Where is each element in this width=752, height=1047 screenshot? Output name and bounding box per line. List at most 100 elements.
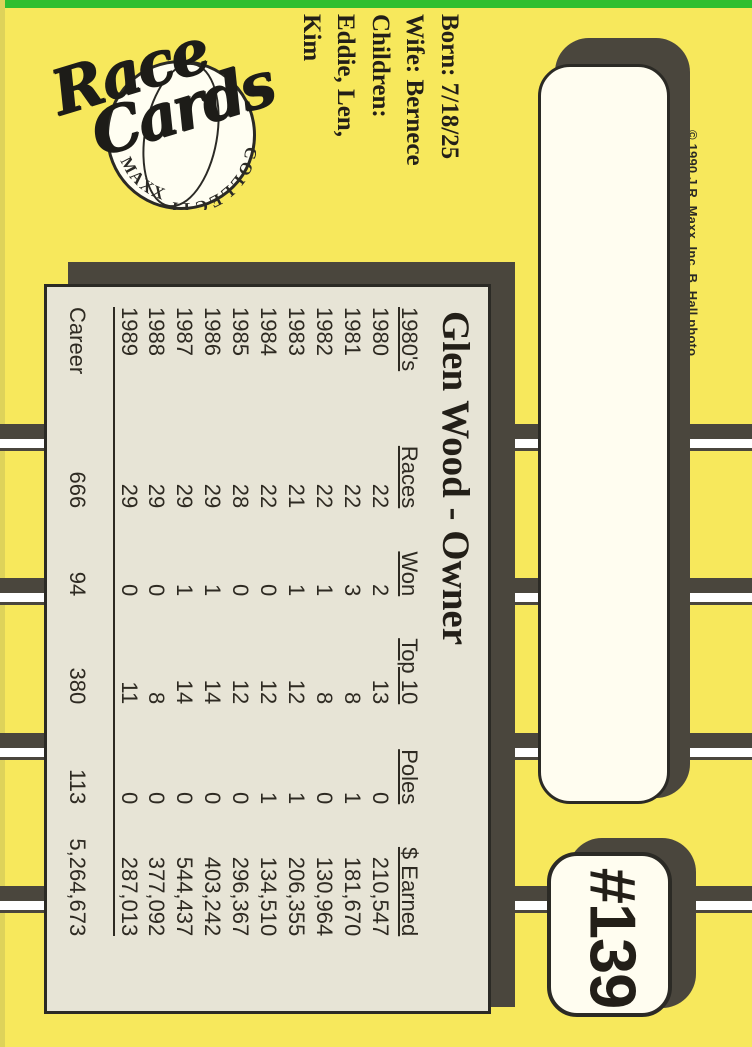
- table-row: 1987 29 1 14 0 544,437: [171, 307, 199, 936]
- cell-races: 22: [256, 483, 282, 509]
- cell-won: 2: [368, 584, 393, 597]
- career-cell-poles: 113: [64, 769, 90, 805]
- cell-poles: 0: [144, 792, 170, 805]
- cell-year: 1981: [340, 307, 366, 356]
- col-header-top10: Top 10: [397, 638, 422, 705]
- cell-earned: 377,092: [144, 856, 170, 937]
- table-row: 1985 28 0 12 0 296,367: [226, 307, 254, 936]
- cell-won: 0: [228, 584, 254, 597]
- cell-earned: 134,510: [256, 856, 282, 937]
- photo-placeholder-box: [538, 64, 670, 804]
- table-row: 1988 29 0 8 0 377,092: [143, 307, 171, 936]
- bio-wife-value: Bernece: [401, 79, 429, 166]
- scanner-edge-top: [0, 0, 752, 8]
- col-header-decade: 1980's: [397, 307, 422, 372]
- logo-arc-text: MAXX COLLECTION: [106, 60, 256, 210]
- cell-won: 1: [284, 584, 310, 597]
- cell-races: 22: [340, 483, 366, 509]
- cell-top10: 13: [368, 679, 393, 705]
- cell-poles: 1: [256, 792, 282, 805]
- cell-poles: 0: [228, 792, 254, 805]
- cell-poles: 1: [284, 792, 310, 805]
- bio-wife: Wife: Bernece: [397, 14, 432, 246]
- table-header-row: 1980's Races Won Top 10 Poles $ Earned: [394, 307, 422, 936]
- bio-born-value: 7/18/25: [436, 82, 463, 160]
- cell-poles: 0: [368, 792, 393, 805]
- cell-races: 22: [368, 483, 393, 509]
- cell-races: 21: [284, 483, 310, 509]
- career-cell-won: 94: [64, 571, 90, 597]
- cell-earned: 210,547: [368, 856, 393, 937]
- race-cards-logo: MAXX COLLECTION Race Cards: [42, 14, 281, 253]
- table-row: 1980 22 2 13 0 210,547: [366, 307, 394, 936]
- globe-icon: [106, 60, 256, 210]
- table-row-career: Career 666 94 380 113 5,264,673: [63, 307, 114, 936]
- bio-born-label: Born:: [436, 14, 463, 77]
- cell-won: 0: [256, 584, 282, 597]
- col-header-races: Races: [397, 445, 422, 509]
- cell-top10: 12: [228, 679, 254, 705]
- cell-year: 1986: [200, 307, 226, 356]
- col-header-earned: $ Earned: [397, 846, 422, 937]
- cell-year: 1989: [113, 307, 143, 417]
- card-number-text: #139: [576, 867, 650, 1009]
- cell-poles: 1: [340, 792, 366, 805]
- cell-year: 1985: [228, 307, 254, 356]
- cell-won: 0: [144, 584, 170, 597]
- table-row: 1983 21 1 12 1 206,355: [282, 307, 310, 936]
- cell-earned: 403,242: [200, 856, 226, 937]
- cell-top10: 12: [284, 679, 310, 705]
- career-cell-races: 666: [64, 471, 90, 509]
- table-row: 1989 29 0 11 0 287,013: [113, 307, 143, 937]
- cell-year: 1980: [368, 307, 393, 356]
- cell-earned: 287,013: [113, 804, 143, 937]
- cell-poles: 0: [200, 792, 226, 805]
- cell-top10: 8: [312, 692, 338, 705]
- table-row: 1986 29 1 14 0 403,242: [198, 307, 226, 936]
- stats-panel: Glen Wood - Owner 1980's Races Won Top 1…: [44, 284, 491, 1014]
- cell-year: 1984: [256, 307, 282, 356]
- cell-races: 22: [312, 483, 338, 509]
- career-stats-table: 1980's Races Won Top 10 Poles $ Earned 1…: [63, 307, 422, 937]
- stats-title: Glen Wood - Owner: [434, 311, 477, 646]
- table-row: 1984 22 0 12 1 134,510: [254, 307, 282, 936]
- cell-earned: 296,367: [228, 856, 254, 937]
- cell-won: 1: [172, 584, 198, 597]
- cell-races: 29: [144, 483, 170, 509]
- career-cell-year: Career: [64, 307, 90, 375]
- cell-poles: 0: [172, 792, 198, 805]
- bio-born: Born: 7/18/25: [432, 14, 467, 246]
- cell-year: 1988: [144, 307, 170, 356]
- cell-earned: 181,670: [340, 856, 366, 937]
- cell-year: 1983: [284, 307, 310, 356]
- table-row: 1981 22 3 8 1 181,670: [338, 307, 366, 936]
- career-cell-top10: 380: [64, 667, 90, 705]
- cell-earned: 206,355: [284, 856, 310, 937]
- cell-top10: 12: [256, 679, 282, 705]
- col-header-poles: Poles: [397, 749, 422, 805]
- cell-races: 29: [200, 483, 226, 509]
- cell-top10: 14: [172, 679, 198, 705]
- cell-top10: 14: [200, 679, 226, 705]
- cell-poles: 0: [312, 792, 338, 805]
- scanner-edge-left: [0, 0, 5, 1047]
- cell-year: 1982: [312, 307, 338, 356]
- col-header-won: Won: [397, 551, 422, 597]
- cell-races: 29: [113, 416, 143, 509]
- cell-top10: 8: [144, 692, 170, 705]
- bio-block: Born: 7/18/25 Wife: Bernece Children: Ed…: [291, 14, 466, 246]
- cell-top10: 11: [113, 596, 143, 705]
- logo-script-text: Race Cards: [42, 10, 308, 272]
- bio-children-label: Children:: [367, 14, 394, 118]
- cell-won: 3: [340, 584, 366, 597]
- cell-races: 29: [172, 483, 198, 509]
- bio-wife-label: Wife:: [401, 14, 429, 74]
- career-cell-earned: 5,264,673: [64, 838, 90, 937]
- stats-table-body: 1980 22 2 13 0 210,547 1981 22 3 8 1 181,670 1982 22 1…: [63, 307, 394, 937]
- cell-earned: 130,964: [312, 856, 338, 937]
- cell-races: 28: [228, 483, 254, 509]
- cell-won: 1: [312, 584, 338, 597]
- card-number-badge: #139: [547, 852, 672, 1017]
- bio-children-line-1: Eddie, Len,: [332, 14, 360, 137]
